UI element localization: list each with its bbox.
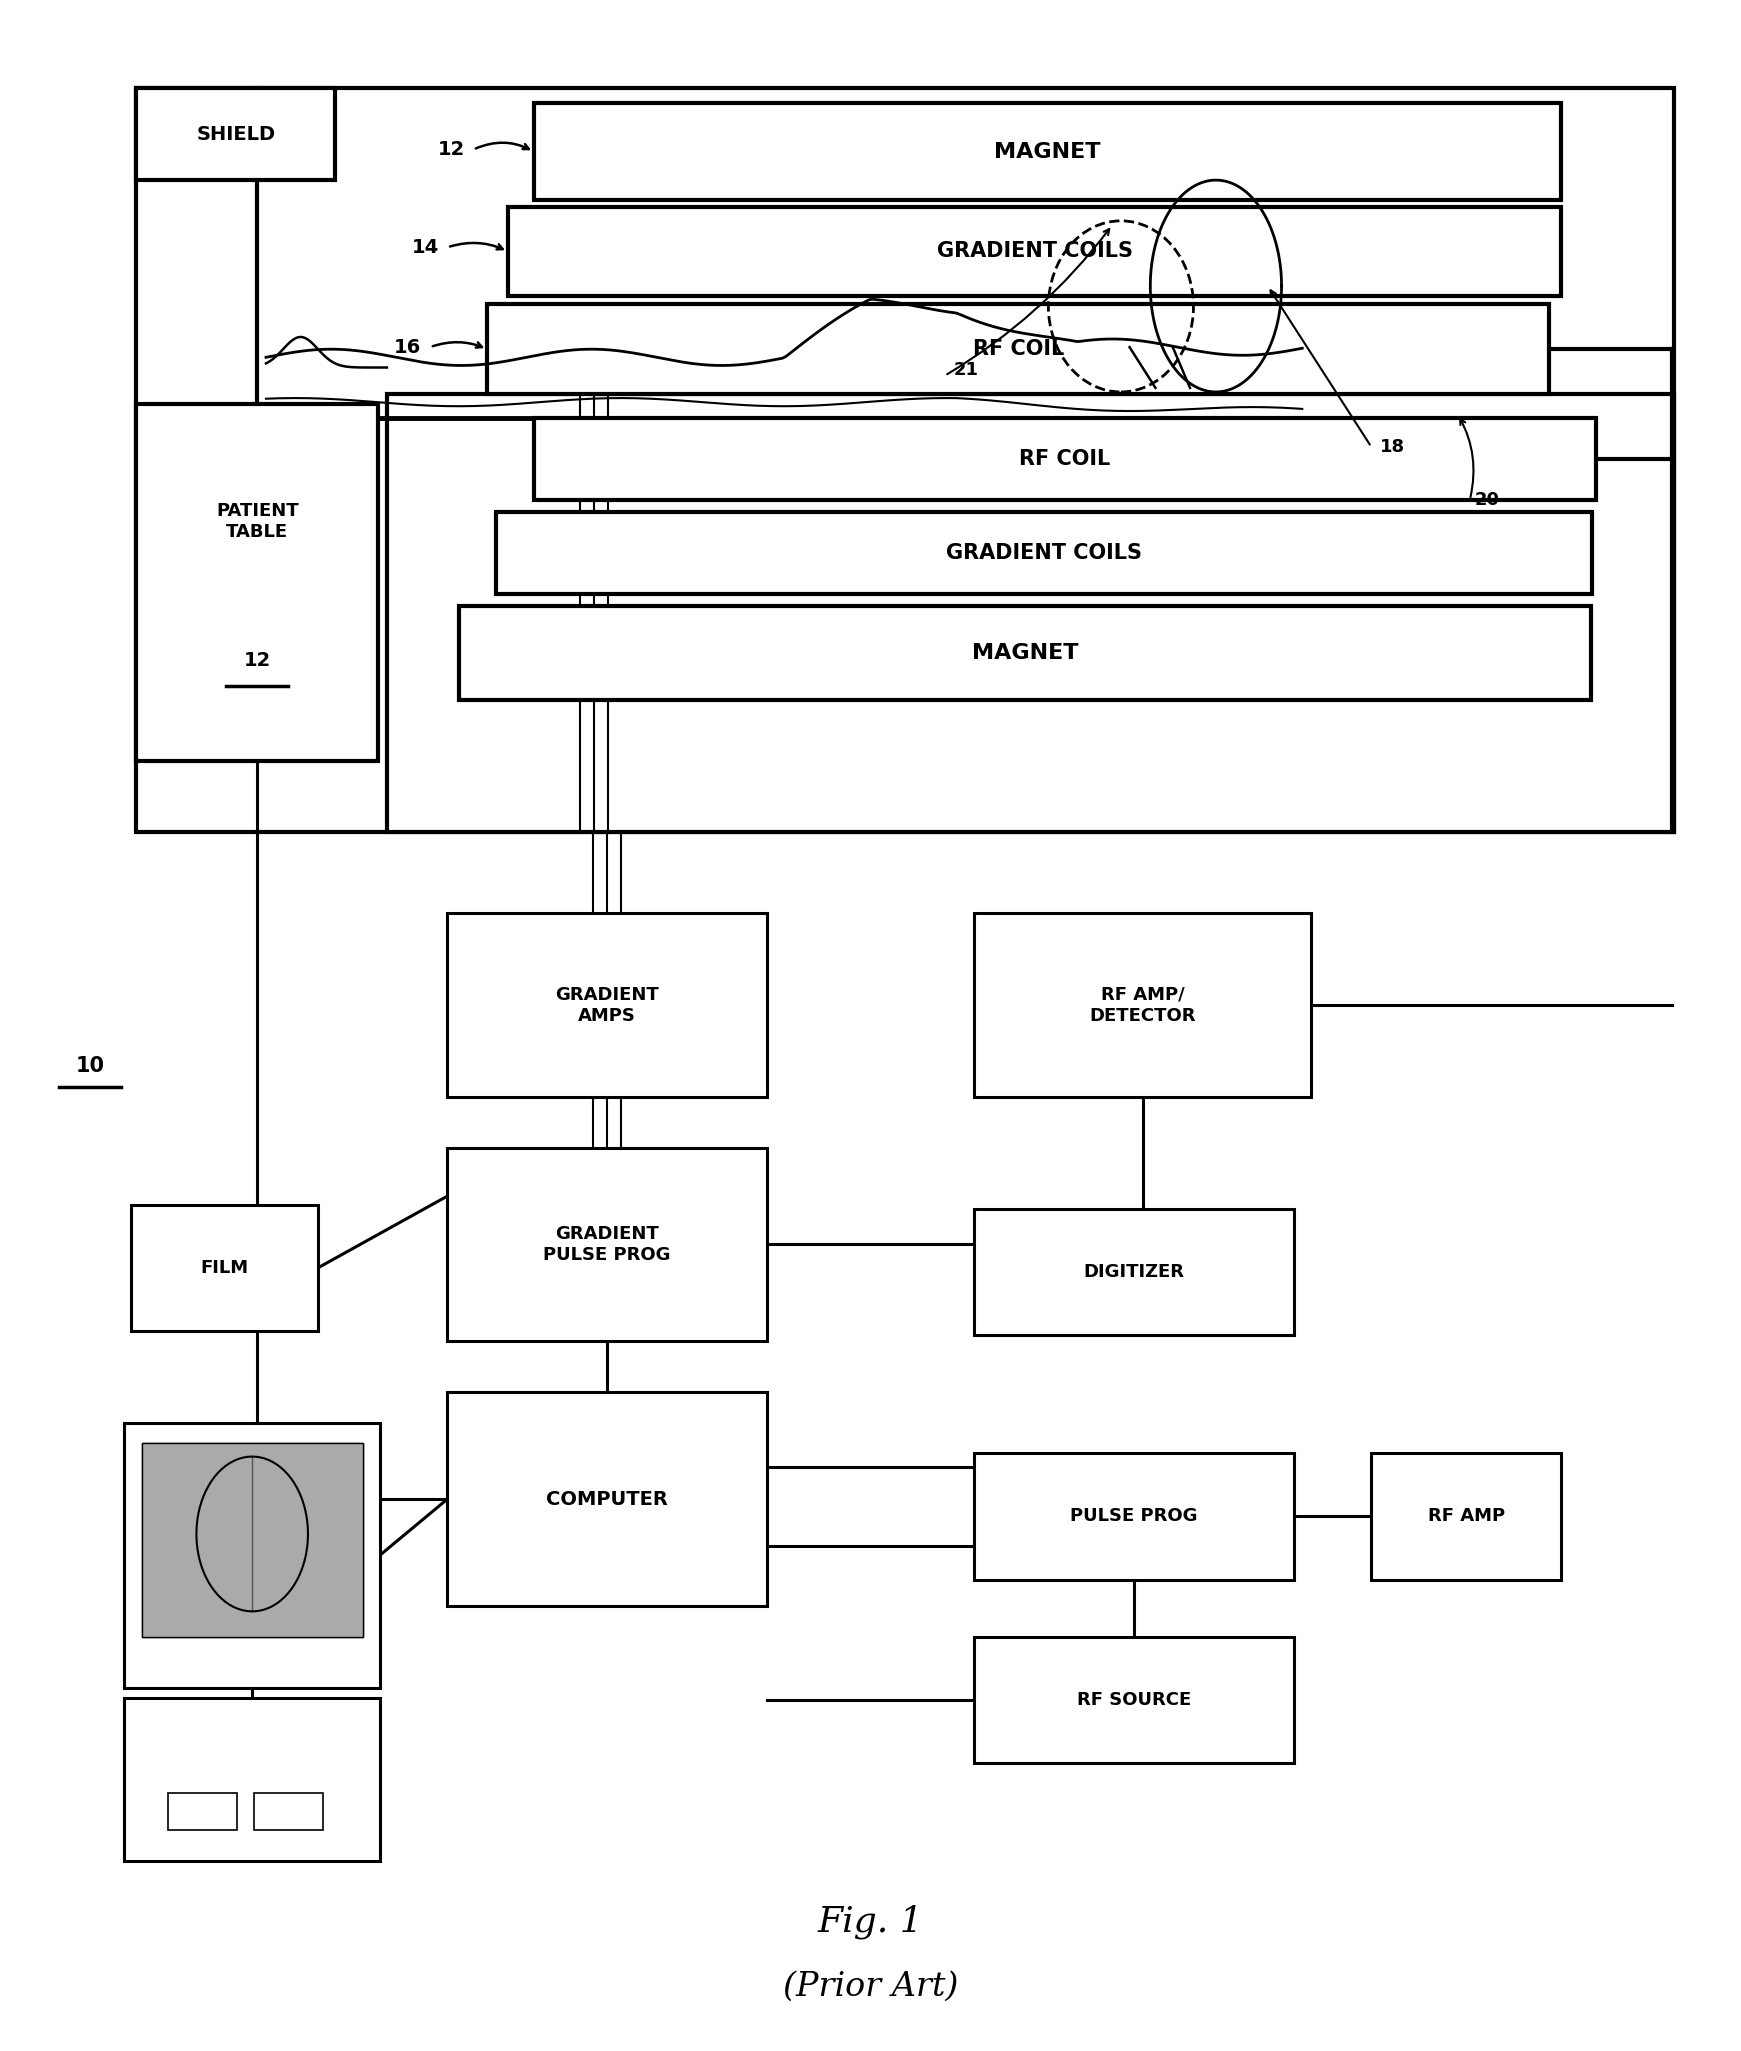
Text: RF SOURCE: RF SOURCE — [1076, 1690, 1191, 1708]
FancyBboxPatch shape — [508, 207, 1562, 295]
Text: COMPUTER: COMPUTER — [547, 1489, 669, 1510]
Text: GRADIENT COILS: GRADIENT COILS — [945, 544, 1142, 562]
Text: SHIELD: SHIELD — [197, 125, 275, 144]
Text: GRADIENT
PULSE PROG: GRADIENT PULSE PROG — [543, 1224, 670, 1263]
FancyBboxPatch shape — [254, 1793, 324, 1829]
FancyBboxPatch shape — [447, 913, 766, 1097]
Text: FILM: FILM — [200, 1259, 249, 1278]
FancyBboxPatch shape — [534, 103, 1562, 201]
Text: 20: 20 — [1475, 490, 1501, 509]
Text: 12: 12 — [244, 652, 272, 671]
FancyBboxPatch shape — [975, 1454, 1294, 1579]
Text: RF AMP: RF AMP — [1428, 1507, 1504, 1526]
Text: RF COIL: RF COIL — [973, 338, 1064, 359]
FancyBboxPatch shape — [447, 1393, 766, 1606]
FancyBboxPatch shape — [124, 1423, 380, 1688]
FancyBboxPatch shape — [167, 1793, 237, 1829]
FancyBboxPatch shape — [487, 304, 1549, 394]
Text: GRADIENT
AMPS: GRADIENT AMPS — [555, 987, 660, 1026]
FancyBboxPatch shape — [496, 513, 1593, 593]
Text: 16: 16 — [393, 338, 421, 357]
FancyBboxPatch shape — [447, 1149, 766, 1341]
FancyBboxPatch shape — [975, 1637, 1294, 1764]
Text: PATIENT
TABLE: PATIENT TABLE — [216, 502, 299, 541]
Text: MAGNET: MAGNET — [971, 642, 1078, 662]
FancyBboxPatch shape — [975, 913, 1311, 1097]
FancyBboxPatch shape — [136, 88, 1673, 833]
Text: 18: 18 — [1381, 439, 1405, 455]
FancyBboxPatch shape — [534, 418, 1596, 500]
Text: GRADIENT COILS: GRADIENT COILS — [937, 242, 1133, 260]
Text: 10: 10 — [75, 1056, 104, 1077]
Text: 12: 12 — [437, 139, 465, 160]
Text: 14: 14 — [411, 238, 439, 256]
FancyBboxPatch shape — [131, 1204, 319, 1331]
FancyBboxPatch shape — [136, 404, 378, 761]
FancyBboxPatch shape — [141, 1444, 362, 1637]
Text: 21: 21 — [954, 361, 978, 379]
FancyBboxPatch shape — [460, 605, 1591, 699]
FancyBboxPatch shape — [975, 1208, 1294, 1335]
FancyBboxPatch shape — [141, 1444, 362, 1637]
Text: RF COIL: RF COIL — [1018, 449, 1111, 470]
FancyBboxPatch shape — [387, 394, 1673, 833]
FancyBboxPatch shape — [136, 88, 334, 180]
Text: (Prior Art): (Prior Art) — [783, 1971, 958, 2004]
Text: PULSE PROG: PULSE PROG — [1071, 1507, 1198, 1526]
Text: DIGITIZER: DIGITIZER — [1083, 1263, 1184, 1282]
Text: MAGNET: MAGNET — [994, 142, 1100, 162]
FancyBboxPatch shape — [124, 1698, 380, 1860]
Text: RF AMP/
DETECTOR: RF AMP/ DETECTOR — [1090, 987, 1196, 1026]
Text: Fig. 1: Fig. 1 — [818, 1905, 923, 1938]
FancyBboxPatch shape — [1372, 1454, 1562, 1579]
